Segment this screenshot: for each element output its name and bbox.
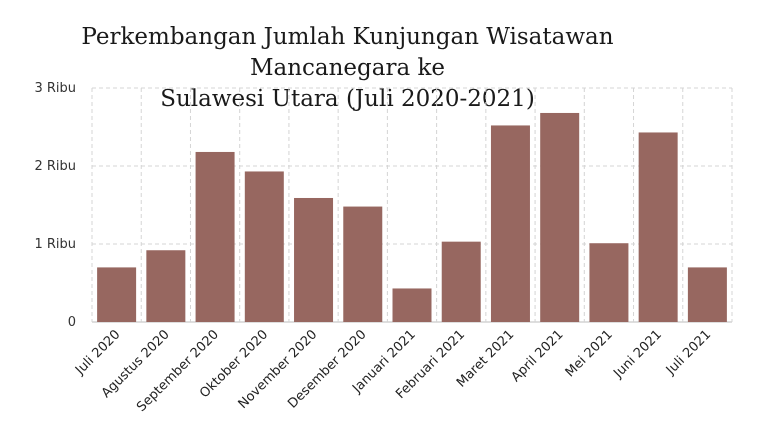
x-tick-label: Juli 2020 <box>72 327 123 378</box>
bar <box>195 151 235 322</box>
bar <box>343 206 383 322</box>
y-tick-label: 3 Ribu <box>34 81 76 96</box>
bar <box>392 288 432 322</box>
y-tick-label: 0 <box>68 315 76 330</box>
bar <box>441 241 481 322</box>
bars <box>97 112 727 323</box>
y-axis-tick-labels: 0 1 Ribu 2 Ribu 3 Ribu <box>34 81 76 330</box>
bar <box>490 125 530 322</box>
x-tick-label: Juni 2021 <box>610 327 665 382</box>
bar <box>589 243 629 322</box>
bar <box>146 250 186 322</box>
chart-title-line-2: Sulawesi Utara (Juli 2020-2021) <box>160 86 535 112</box>
x-tick-label: Mei 2021 <box>563 327 616 380</box>
grid-lines <box>91 87 733 323</box>
chart-title: Perkembangan Jumlah Kunjungan Wisatawan … <box>0 22 695 115</box>
y-tick-label: 2 Ribu <box>34 159 76 174</box>
x-tick-label: September 2020 <box>134 327 222 415</box>
chart-title-line-1: Perkembangan Jumlah Kunjungan Wisatawan … <box>81 24 614 81</box>
bar <box>244 171 284 322</box>
bar <box>540 112 580 323</box>
y-tick-label: 1 Ribu <box>34 237 76 252</box>
x-tick-label: Juli 2021 <box>663 327 714 378</box>
bar <box>97 267 137 322</box>
bar <box>294 197 334 322</box>
x-tick-label: April 2021 <box>509 327 567 385</box>
bar <box>638 132 678 322</box>
bar <box>687 267 727 322</box>
